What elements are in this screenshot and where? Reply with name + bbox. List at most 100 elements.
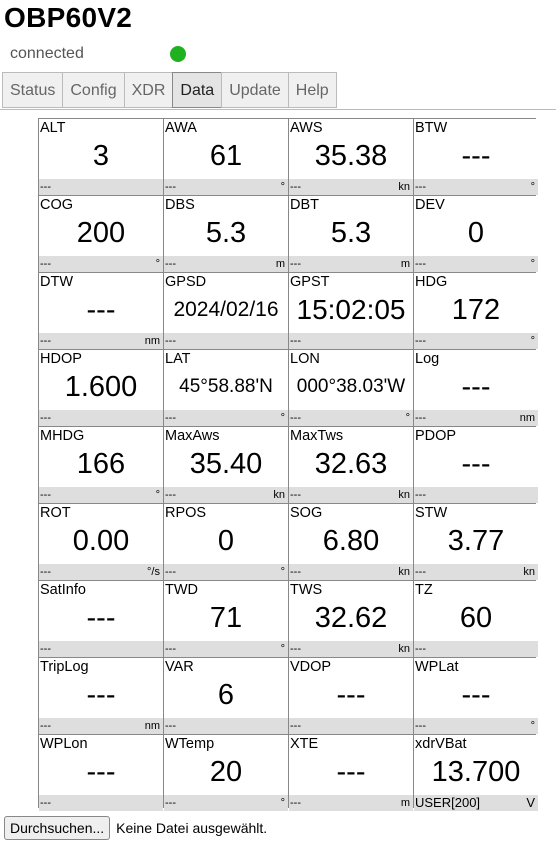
cell-footer-left: --- xyxy=(415,412,426,424)
cell-name: DTW xyxy=(40,274,74,290)
data-cell-dbs: DBS 5.3 --- m xyxy=(164,196,288,272)
cell-unit: °/s xyxy=(147,566,160,578)
cell-unit: ° xyxy=(280,566,285,578)
cell-name: TripLog xyxy=(40,659,89,675)
cell-unit: ° xyxy=(155,258,160,270)
tab-config[interactable]: Config xyxy=(62,72,125,108)
data-grid: ALT 3 --- AWA 61 --- ° AWS 35.38 --- kn BTW --- --- ° C… xyxy=(38,118,538,811)
cell-value: 71 xyxy=(209,602,243,634)
cell-footer-left: --- xyxy=(165,412,176,424)
data-cell-aws: AWS 35.38 --- kn xyxy=(289,119,413,195)
cell-name: Log xyxy=(415,351,440,367)
data-cell-dbt: DBT 5.3 --- m xyxy=(289,196,413,272)
cell-value: 3 xyxy=(92,140,110,172)
cell-name: DEV xyxy=(415,197,445,213)
data-cell-cog: COG 200 --- ° xyxy=(39,196,163,272)
data-cell-mhdg: MHDG 166 --- ° xyxy=(39,427,163,503)
data-cell-sog: SOG 6.80 --- kn xyxy=(289,504,413,580)
cell-value: 32.63 xyxy=(314,448,388,480)
connection-status: connected xyxy=(10,45,84,62)
cell-value: --- xyxy=(461,679,491,711)
cell-unit: nm xyxy=(144,720,160,732)
cell-unit: nm xyxy=(144,335,160,347)
cell-name: ROT xyxy=(40,505,71,521)
cell-unit: kn xyxy=(398,489,410,501)
cell-footer-left: --- xyxy=(40,720,51,732)
tab-status[interactable]: Status xyxy=(2,72,64,108)
cell-footer-left: --- xyxy=(165,720,176,732)
cell-unit: m xyxy=(400,258,410,270)
cell-footer: --- xyxy=(289,718,413,734)
cell-value: 0.00 xyxy=(72,525,130,557)
cell-footer-left: --- xyxy=(415,335,426,347)
cell-name: MaxTws xyxy=(290,428,344,444)
cell-unit: ° xyxy=(530,335,535,347)
cell-footer: --- ° xyxy=(164,564,288,580)
cell-value: 5.3 xyxy=(205,217,247,249)
data-cell-wtemp: WTemp 20 --- ° xyxy=(164,735,288,811)
cell-value: 166 xyxy=(76,448,126,480)
cell-footer: --- nm xyxy=(414,410,538,426)
cell-footer-left: --- xyxy=(40,181,51,193)
data-cell-xte: XTE --- --- m xyxy=(289,735,413,811)
cell-footer-left: --- xyxy=(40,643,51,655)
cell-value: 20 xyxy=(209,756,243,788)
cell-value: --- xyxy=(86,756,116,788)
cell-footer-left: --- xyxy=(290,720,301,732)
cell-name: GPSD xyxy=(165,274,207,290)
cell-unit: kn xyxy=(398,181,410,193)
data-cell-twd: TWD 71 --- ° xyxy=(164,581,288,657)
cell-value: 2024/02/16 xyxy=(173,298,279,321)
cell-footer-left: --- xyxy=(40,566,51,578)
cell-unit: ° xyxy=(530,258,535,270)
browse-button[interactable]: Durchsuchen... xyxy=(4,816,111,840)
cell-footer: --- xyxy=(289,333,413,349)
data-cell-lat: LAT 45°58.88'N --- ° xyxy=(164,350,288,426)
cell-value: 5.3 xyxy=(330,217,372,249)
cell-footer-left: --- xyxy=(290,643,301,655)
cell-footer: --- kn xyxy=(414,564,538,580)
tab-help[interactable]: Help xyxy=(287,72,337,108)
data-cell-wplon: WPLon --- --- xyxy=(39,735,163,811)
cell-name: SatInfo xyxy=(40,582,86,598)
cell-footer-left: --- xyxy=(40,258,51,270)
cell-name: TZ xyxy=(415,582,433,598)
cell-footer-left: --- xyxy=(165,489,176,501)
cell-footer-left: --- xyxy=(165,258,176,270)
cell-value: 6.80 xyxy=(322,525,380,557)
cell-footer-left: --- xyxy=(290,797,301,809)
cell-unit: ° xyxy=(530,181,535,193)
cell-footer-left: --- xyxy=(415,566,426,578)
cell-name: DBS xyxy=(165,197,195,213)
cell-footer-left: --- xyxy=(290,258,301,270)
cell-value: 000°38.03'W xyxy=(296,376,406,397)
cell-footer-left: --- xyxy=(290,335,301,347)
tab-data[interactable]: Data xyxy=(172,72,223,108)
cell-unit: m xyxy=(400,797,410,809)
data-cell-btw: BTW --- --- ° xyxy=(414,119,538,195)
cell-value: 200 xyxy=(76,217,126,249)
cell-name: ALT xyxy=(40,120,66,136)
data-cell-log: Log --- --- nm xyxy=(414,350,538,426)
cell-footer: --- kn xyxy=(289,179,413,195)
cell-footer: --- m xyxy=(289,256,413,272)
data-cell-tws: TWS 32.62 --- kn xyxy=(289,581,413,657)
cell-footer: --- ° xyxy=(164,410,288,426)
tab-xdr[interactable]: XDR xyxy=(123,72,174,108)
cell-name: VDOP xyxy=(290,659,332,675)
cell-value: 172 xyxy=(451,294,501,326)
cell-footer: --- ° xyxy=(414,179,538,195)
cell-name: WPLon xyxy=(40,736,88,752)
cell-footer-left: --- xyxy=(165,797,176,809)
cell-unit: ° xyxy=(280,181,285,193)
cell-footer-left: --- xyxy=(165,643,176,655)
data-cell-hdg: HDG 172 --- ° xyxy=(414,273,538,349)
cell-value: 32.62 xyxy=(314,602,388,634)
cell-footer-left: USER[200] xyxy=(415,795,481,810)
tab-update[interactable]: Update xyxy=(221,72,289,108)
cell-name: LON xyxy=(290,351,320,367)
cell-name: HDOP xyxy=(40,351,82,367)
data-cell-hdop: HDOP 1.600 --- xyxy=(39,350,163,426)
data-cell-lon: LON 000°38.03'W --- ° xyxy=(289,350,413,426)
cell-footer: --- xyxy=(414,641,538,657)
